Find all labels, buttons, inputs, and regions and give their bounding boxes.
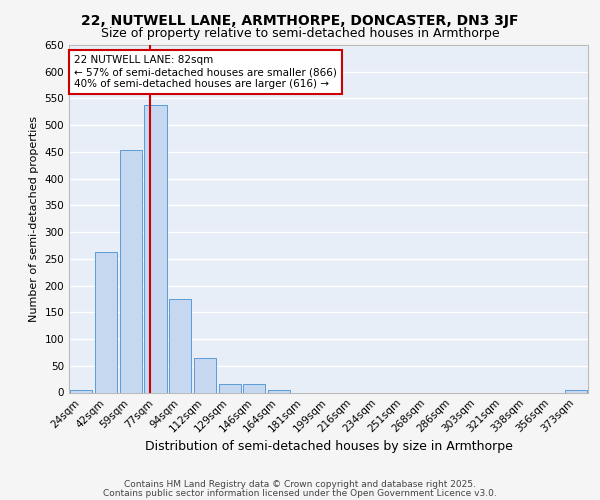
Bar (565, 390, 587, 392)
Y-axis label: Number of semi-detached properties: Number of semi-detached properties (29, 116, 39, 322)
Text: 22 NUTWELL LANE: 82sqm
← 57% of semi-detached houses are smaller (866)
40% of se: 22 NUTWELL LANE: 82sqm ← 57% of semi-det… (74, 56, 337, 88)
Text: 22, NUTWELL LANE, ARMTHORPE, DONCASTER, DN3 3JF: 22, NUTWELL LANE, ARMTHORPE, DONCASTER, … (81, 14, 519, 28)
Bar (145, 106, 167, 393)
X-axis label: Distribution of semi-detached houses by size in Armthorpe: Distribution of semi-detached houses by … (145, 440, 512, 453)
Bar (194, 358, 216, 392)
Bar (243, 384, 265, 392)
Bar (218, 384, 241, 392)
Text: Size of property relative to semi-detached houses in Armthorpe: Size of property relative to semi-detach… (101, 28, 499, 40)
Bar (70, 390, 92, 392)
Bar (119, 150, 142, 392)
Bar (169, 299, 191, 392)
Text: Contains public sector information licensed under the Open Government Licence v3: Contains public sector information licen… (103, 488, 497, 498)
Bar (268, 390, 290, 392)
Bar (95, 252, 117, 392)
Text: Contains HM Land Registry data © Crown copyright and database right 2025.: Contains HM Land Registry data © Crown c… (124, 480, 476, 489)
